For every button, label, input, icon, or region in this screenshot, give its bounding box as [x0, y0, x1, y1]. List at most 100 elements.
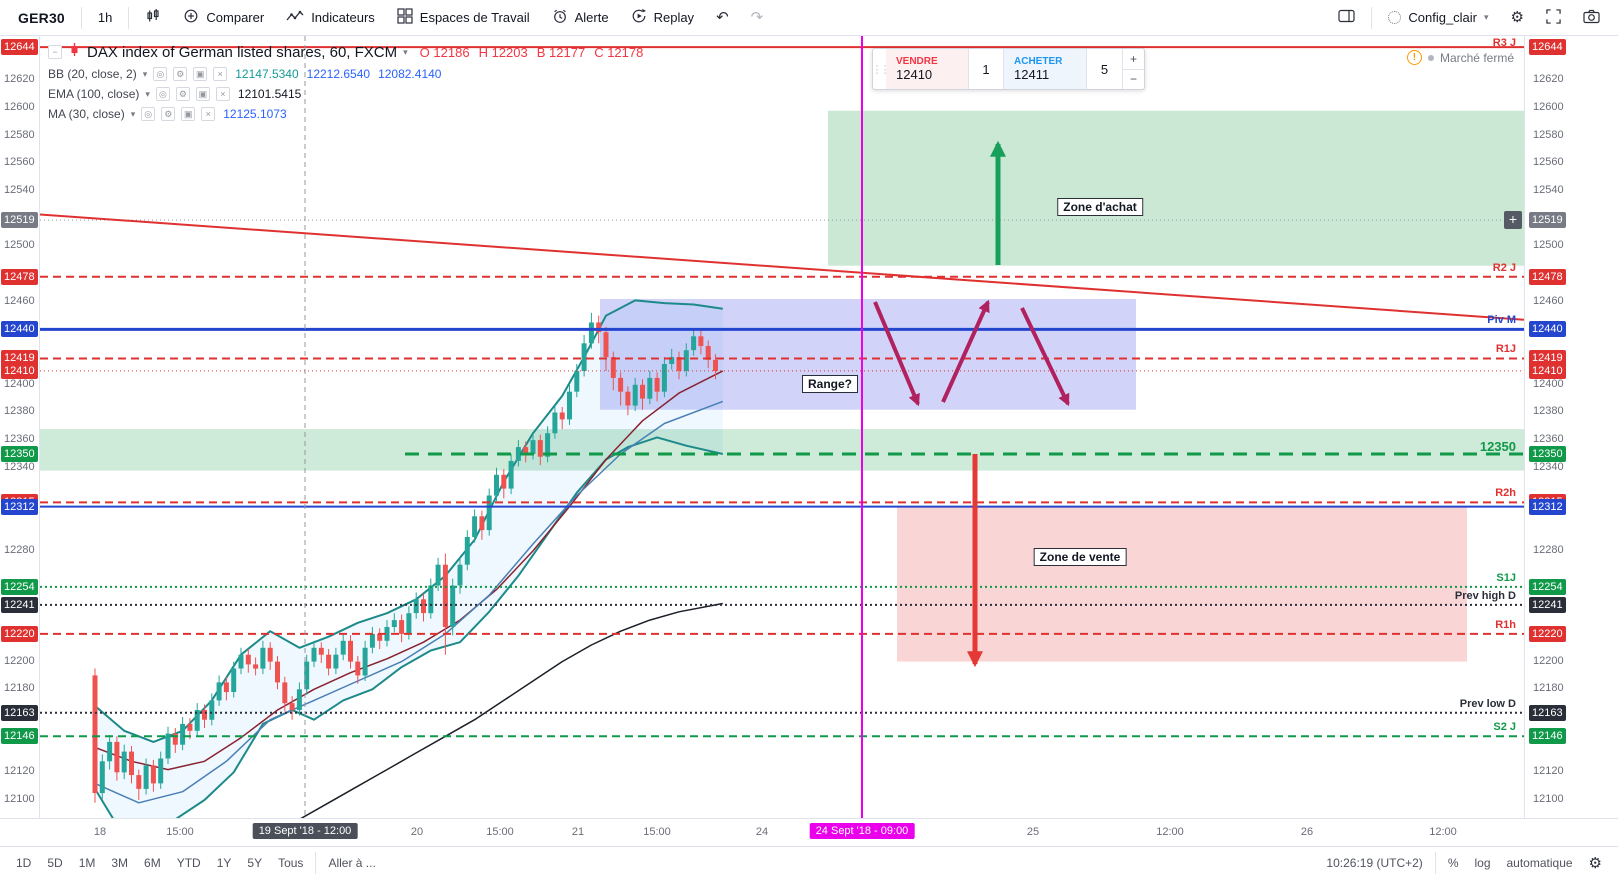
- range-button-6M[interactable]: 6M: [136, 852, 169, 874]
- candle-body: [318, 647, 324, 655]
- price-tag-12440: 12440: [1, 321, 38, 337]
- price-tag-12644: 12644: [1, 39, 38, 55]
- size-increase-button[interactable]: +: [1123, 49, 1144, 70]
- indicator-settings-icon[interactable]: ⚙: [161, 107, 176, 121]
- candle-body: [172, 733, 178, 745]
- percent-scale-button[interactable]: %: [1440, 852, 1467, 874]
- price-tick: 12280: [4, 544, 35, 556]
- chart-plot[interactable]: − DAX index of German listed shares, 60,…: [40, 36, 1524, 818]
- zone-label[interactable]: Zone d'achat: [1057, 198, 1143, 216]
- swing-down-1[interactable]: [873, 301, 920, 407]
- range-button-Tous[interactable]: Tous: [270, 852, 311, 874]
- indicator-settings-icon[interactable]: ⚙: [173, 67, 188, 81]
- time-tick: 12:00: [1429, 826, 1457, 838]
- workspaces-button[interactable]: Espaces de Travail: [387, 4, 540, 32]
- interval-button[interactable]: 1h: [88, 4, 122, 32]
- candle-body: [362, 647, 368, 676]
- swing-up[interactable]: [941, 299, 990, 403]
- remove-indicator-icon[interactable]: ×: [201, 107, 216, 121]
- visibility-icon[interactable]: ◎: [155, 87, 170, 101]
- auto-scale-button[interactable]: automatique: [1499, 852, 1581, 874]
- price-tag-12254: 12254: [1, 579, 38, 595]
- chart-style-button[interactable]: [135, 4, 171, 32]
- range-button-3M[interactable]: 3M: [103, 852, 136, 874]
- left-price-axis[interactable]: 12620 12600 12580 12560 12540 12500 12460 12400…: [0, 36, 40, 818]
- more-options-icon[interactable]: ▣: [181, 107, 196, 121]
- buy-button[interactable]: ACHETER 12411: [1004, 49, 1086, 89]
- series-icon: [68, 42, 81, 62]
- warning-icon[interactable]: !: [1406, 50, 1422, 65]
- range-button-5Y[interactable]: 5Y: [239, 852, 270, 874]
- sell-button[interactable]: VENDRE 12410: [886, 49, 968, 89]
- level-band-12350[interactable]: [40, 429, 1524, 471]
- panel-toggle-button[interactable]: [1328, 4, 1365, 32]
- time-axis[interactable]: 18 15:00 20 15:00 21 15:00 24 25 12:00 26 12:00 19 …: [0, 818, 1618, 846]
- range-box[interactable]: [600, 299, 1136, 410]
- alert-button[interactable]: Alerte: [542, 4, 619, 32]
- fullscreen-button[interactable]: [1536, 4, 1571, 32]
- price-tick: 12100: [4, 793, 35, 805]
- candle-body: [669, 357, 675, 364]
- indicator-row[interactable]: MA (30, close) ▾ ◎ ⚙ ▣ × 12125.1073: [48, 104, 643, 124]
- price-tick: 12200: [1533, 655, 1564, 667]
- indicator-settings-icon[interactable]: ⚙: [175, 87, 190, 101]
- zone-label[interactable]: Range?: [801, 375, 859, 393]
- add-order-plus-button[interactable]: +: [1504, 211, 1522, 230]
- candle-body: [545, 433, 551, 457]
- price-tag-12241: 12241: [1529, 597, 1566, 613]
- zone-label[interactable]: Zone de vente: [1033, 548, 1127, 566]
- settings-button[interactable]: ⚙: [1501, 4, 1534, 32]
- collapse-pane-icon[interactable]: −: [48, 45, 62, 59]
- sell-label: VENDRE: [896, 56, 938, 67]
- indicator-row[interactable]: BB (20, close, 2) ▾ ◎ ⚙ ▣ × 12147.5340 12212.65…: [48, 64, 643, 84]
- swing-down-2[interactable]: [1020, 307, 1070, 407]
- right-price-axis[interactable]: 12620 12600 12580 12560 12540 12500 12460 12400…: [1524, 36, 1618, 818]
- level-label: R2 J: [1492, 261, 1516, 274]
- time-tick: 12:00: [1156, 826, 1184, 838]
- lot-size-field[interactable]: 5: [1086, 49, 1122, 89]
- redo-icon: ↷: [750, 9, 764, 26]
- drag-handle-icon[interactable]: ⋮⋮: [871, 63, 891, 76]
- indicator-row[interactable]: EMA (100, close) ▾ ◎ ⚙ ▣ × 12101.5415: [48, 84, 643, 104]
- replay-button[interactable]: Replay: [621, 4, 704, 32]
- descending-trendline[interactable]: [40, 213, 1524, 321]
- visibility-icon[interactable]: ◎: [141, 107, 156, 121]
- log-scale-button[interactable]: log: [1466, 852, 1498, 874]
- candle-body: [399, 620, 405, 634]
- chart-canvas[interactable]: [40, 36, 1524, 818]
- series-legend-row[interactable]: − DAX index of German listed shares, 60,…: [48, 40, 643, 64]
- visibility-icon[interactable]: ◎: [153, 67, 168, 81]
- candle-body: [691, 336, 697, 351]
- level-label: S1J: [1496, 571, 1516, 584]
- range-button-1D[interactable]: 1D: [8, 852, 39, 874]
- buy-zone[interactable]: [828, 110, 1524, 266]
- indicators-button[interactable]: Indicateurs: [276, 4, 385, 32]
- symbol-title[interactable]: DAX index of German listed shares, 60, F…: [87, 43, 398, 61]
- more-options-icon[interactable]: ▣: [193, 67, 208, 81]
- layout-icon: [1388, 11, 1402, 24]
- ma-30-line: [94, 400, 724, 804]
- range-button-1M[interactable]: 1M: [71, 852, 104, 874]
- quantity-field[interactable]: 1: [968, 49, 1004, 89]
- undo-button[interactable]: ↶: [706, 4, 739, 32]
- snapshot-button[interactable]: [1573, 4, 1610, 32]
- compare-button[interactable]: Comparer: [173, 4, 274, 32]
- layout-select-button[interactable]: Config_clair ▾: [1378, 4, 1498, 32]
- goto-date-button[interactable]: Aller à ...: [320, 852, 383, 874]
- level-label: Prev high D: [1454, 589, 1516, 602]
- price-tag-12410: 12410: [1, 363, 38, 379]
- candle-body: [114, 741, 120, 773]
- remove-indicator-icon[interactable]: ×: [215, 87, 230, 101]
- chart-properties-button[interactable]: ⚙: [1581, 852, 1610, 875]
- size-decrease-button[interactable]: −: [1123, 70, 1144, 90]
- more-options-icon[interactable]: ▣: [195, 87, 210, 101]
- redo-button[interactable]: ↷: [741, 4, 774, 32]
- chevron-down-icon: ▾: [145, 88, 150, 99]
- market-status: ! Marché fermé: [1406, 50, 1514, 65]
- remove-indicator-icon[interactable]: ×: [213, 67, 228, 81]
- symbol-button[interactable]: GER30: [8, 4, 75, 32]
- range-button-1Y[interactable]: 1Y: [209, 852, 240, 874]
- range-button-5D[interactable]: 5D: [39, 852, 70, 874]
- sell-zone[interactable]: [897, 506, 1467, 662]
- range-button-YTD[interactable]: YTD: [169, 852, 209, 874]
